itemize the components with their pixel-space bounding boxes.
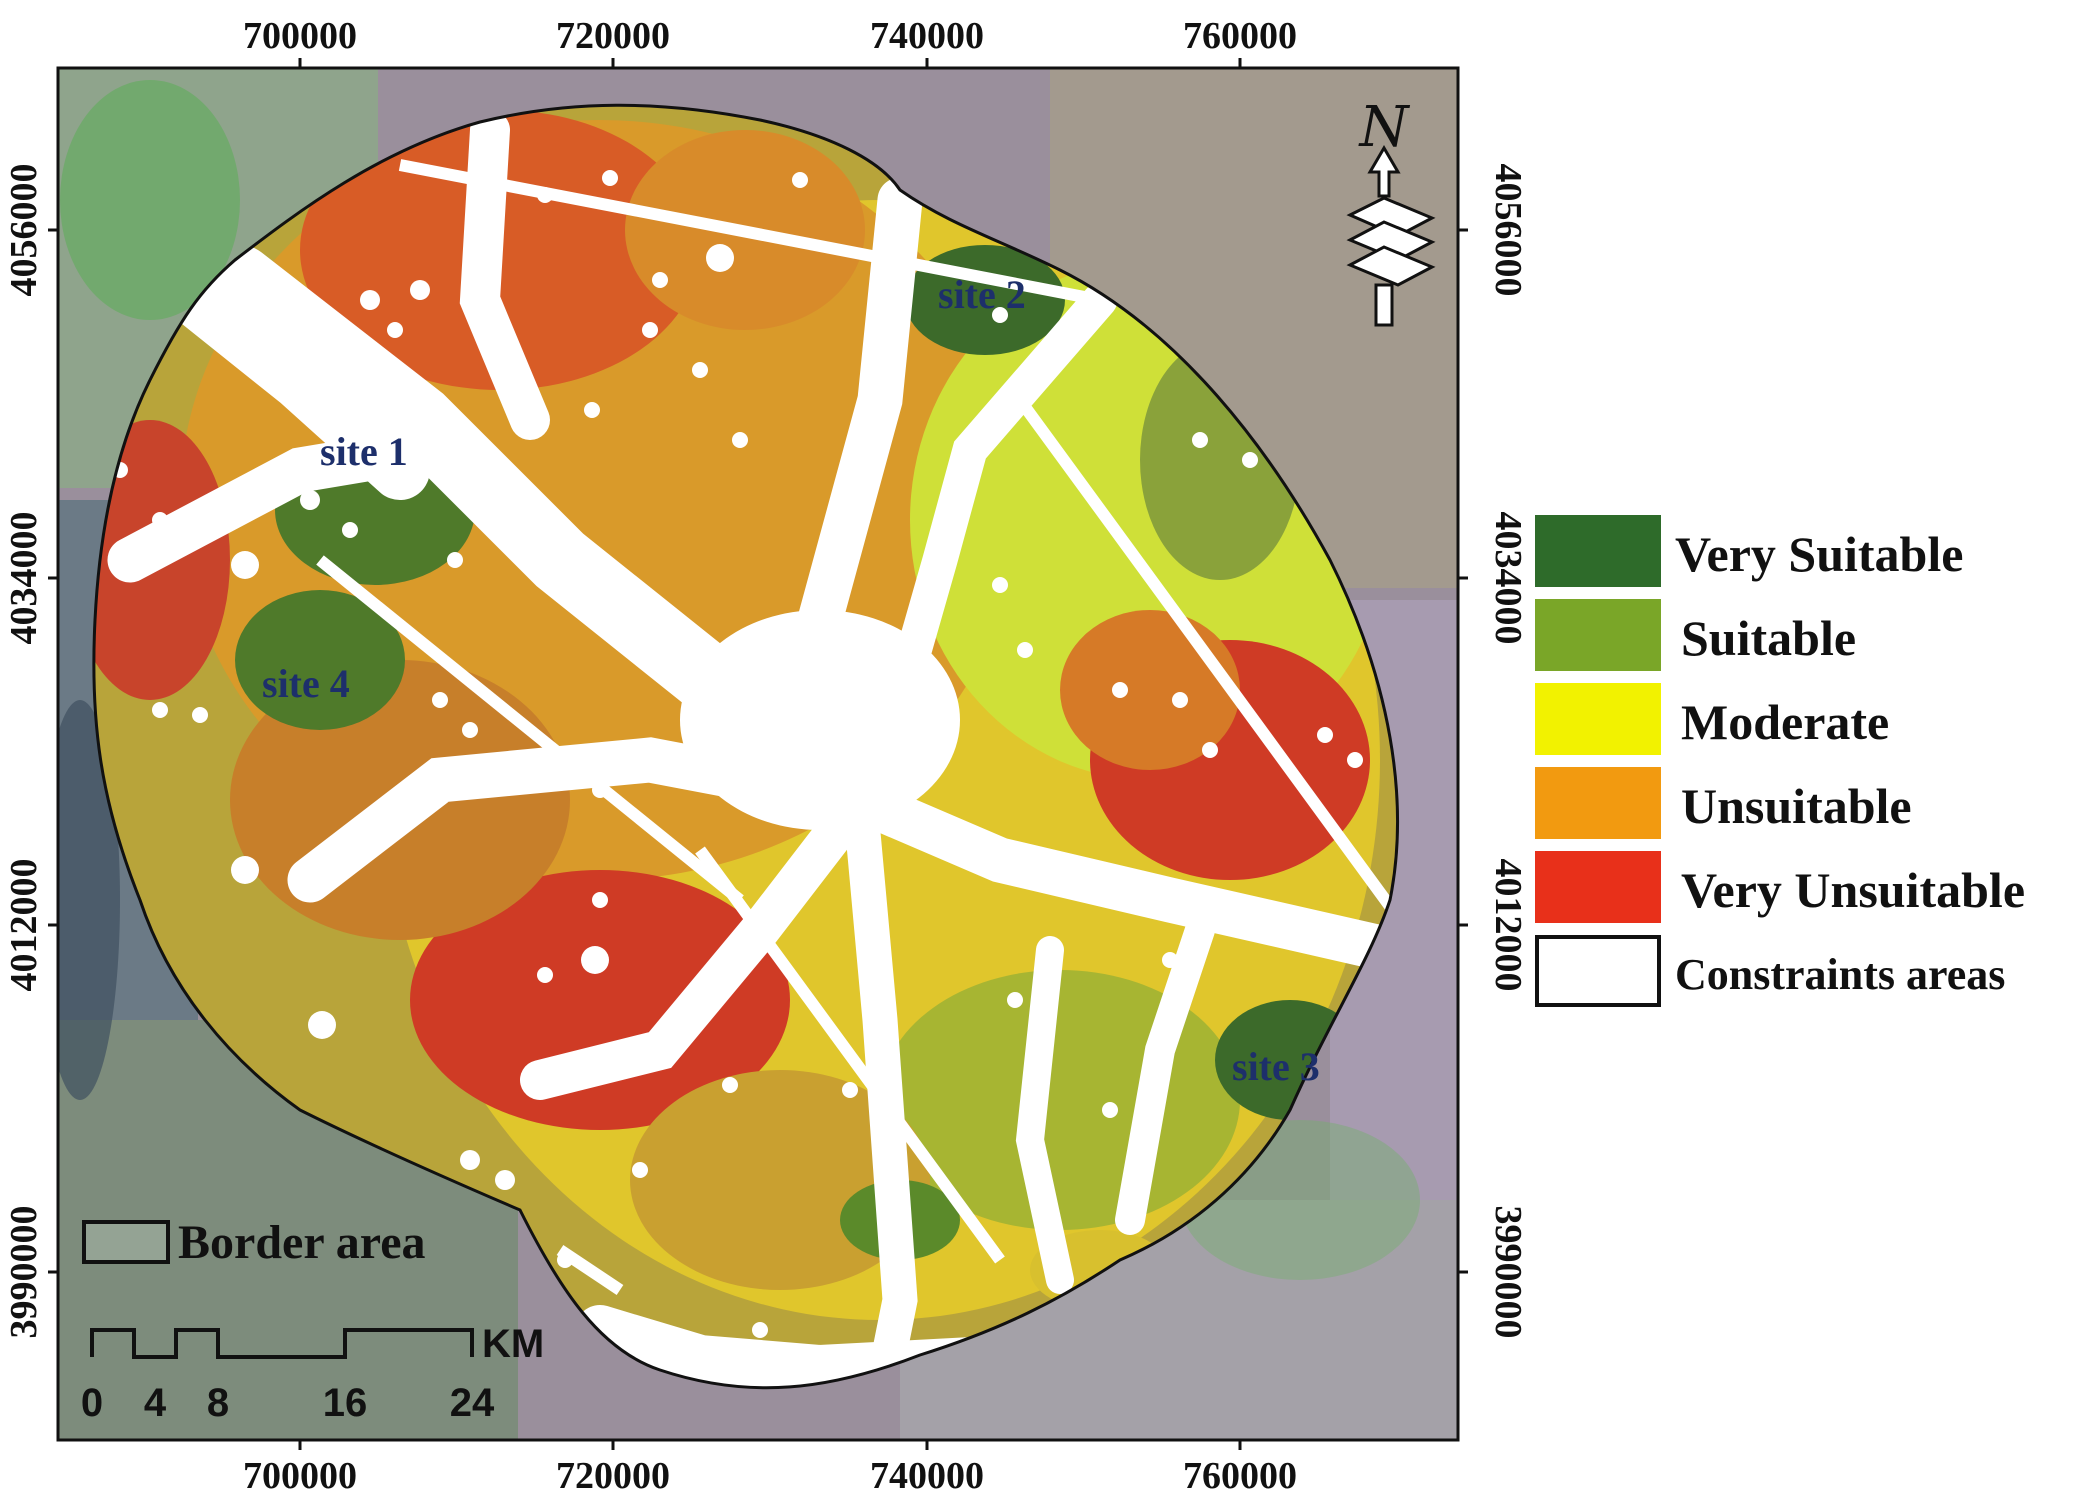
legend-swatch-very-suitable	[1535, 515, 1661, 587]
white-lines	[316, 159, 1398, 1295]
map-frame	[56, 66, 1460, 1442]
legend-swatch-moderate	[1535, 683, 1661, 755]
x-tick-top-3: 740000	[870, 15, 984, 57]
y-tick-left-2: 4034000	[3, 512, 45, 645]
legend-swatch-constraints	[1535, 935, 1661, 1007]
x-tick-bottom-3: 740000	[870, 1455, 984, 1497]
y-tick-left-1: 4056000	[3, 164, 45, 297]
legend-item-suitable: Suitable	[1535, 599, 2075, 675]
scale-label-8: 8	[207, 1381, 229, 1425]
x-tick-top-2: 720000	[556, 15, 670, 57]
legend-swatch-very-unsuitable	[1535, 851, 1661, 923]
constraint-corridors	[107, 110, 1398, 1388]
legend-item-moderate: Moderate	[1535, 683, 2075, 759]
y-tick-left-4: 3990000	[3, 1206, 45, 1339]
legend-label-constraints: Constraints areas	[1675, 950, 2006, 999]
suitability-map	[93, 105, 1398, 1388]
x-tick-top-1: 700000	[243, 15, 357, 57]
legend-item-unsuitable: Unsuitable	[1535, 767, 2075, 843]
legend-label-unsuitable: Unsuitable	[1681, 778, 1912, 834]
legend-item-constraints: Constraints areas	[1535, 935, 2075, 1011]
legend-label-suitable: Suitable	[1681, 610, 1857, 666]
legend-label-moderate: Moderate	[1681, 694, 1890, 750]
scale-bar	[90, 1328, 474, 1359]
north-arrow-icon: N	[1346, 95, 1436, 327]
site-label-4: site 4	[262, 661, 350, 706]
site-label-2: site 2	[938, 272, 1026, 317]
x-tick-bottom-2: 720000	[556, 1455, 670, 1497]
legend-label-very-suitable: Very Suitable	[1675, 526, 1964, 582]
study-area-outline	[92, 103, 1399, 1390]
tick-marks	[48, 58, 1468, 1450]
border-area-label: Border area	[178, 1216, 426, 1269]
x-tick-bottom-4: 760000	[1183, 1455, 1297, 1497]
y-tick-left-3: 4012000	[3, 859, 45, 992]
legend-item-very-unsuitable: Very Unsuitable	[1535, 851, 2075, 927]
legend-swatch-suitable	[1535, 599, 1661, 671]
y-tick-right-1: 4056000	[1487, 164, 1529, 297]
scale-label-16: 16	[323, 1381, 368, 1425]
scale-label-4: 4	[144, 1381, 167, 1425]
site-label-3: site 3	[1232, 1044, 1320, 1089]
y-tick-right-2: 4034000	[1487, 512, 1529, 645]
scale-label-0: 0	[81, 1381, 103, 1425]
constraint-dots	[112, 170, 1368, 1338]
border-area-swatch	[82, 1220, 170, 1264]
legend-label-very-unsuitable: Very Unsuitable	[1681, 862, 2026, 918]
y-tick-right-3: 4012000	[1487, 859, 1529, 992]
legend-swatch-unsuitable	[1535, 767, 1661, 839]
legend-item-very-suitable: Very Suitable	[1535, 515, 2075, 591]
y-tick-right-4: 3990000	[1487, 1206, 1529, 1339]
site-label-1: site 1	[320, 429, 408, 474]
scale-unit: KM	[482, 1322, 544, 1366]
scale-label-24: 24	[450, 1381, 495, 1425]
x-tick-bottom-1: 700000	[243, 1455, 357, 1497]
x-tick-top-4: 760000	[1183, 15, 1297, 57]
